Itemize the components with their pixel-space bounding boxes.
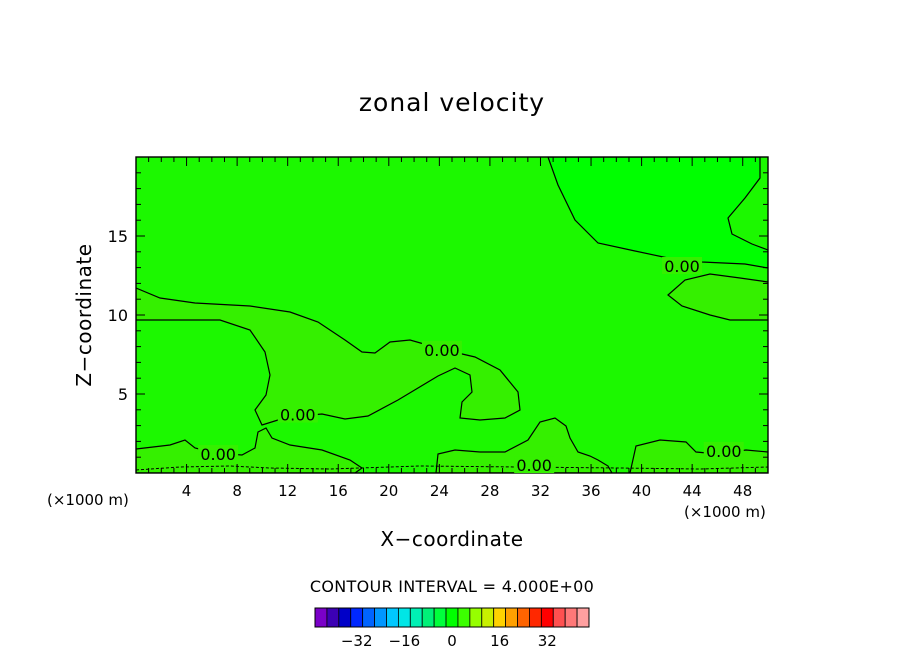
region-lower-middle (435, 417, 613, 473)
colorbar-swatch (421, 607, 435, 628)
colorbar-swatch (326, 607, 340, 628)
x-tick-label: 12 (278, 482, 297, 500)
colorbar-swatch (338, 607, 352, 628)
colorbar-tick-label: 32 (538, 632, 557, 650)
plot-area (136, 157, 768, 473)
contour-label-bg (421, 340, 462, 358)
colorbar-tick-label: 16 (490, 632, 509, 650)
colorbar-tick-label: 0 (447, 632, 457, 650)
x-tick-label: 48 (733, 482, 752, 500)
colorbar-swatch (314, 607, 328, 628)
colorbar-swatch (481, 607, 495, 628)
colorbar: −32 −16 0 16 32 (314, 607, 590, 650)
contour-label: 0.00 (664, 257, 700, 276)
contour-label: 0.00 (706, 442, 742, 461)
region-upper-right (547, 157, 768, 269)
x-tick-label: 28 (480, 482, 499, 500)
x-unit-label-right: (×1000 m) (684, 503, 766, 521)
colorbar-swatch (576, 607, 590, 628)
x-axis-label: X−coordinate (380, 527, 524, 551)
contour-label-bg (514, 456, 555, 474)
contour-label: 0.00 (516, 456, 552, 475)
colorbar-swatch (564, 607, 578, 628)
region-lower-left (136, 427, 364, 473)
colorbar-swatch (469, 607, 483, 628)
x-tick-label: 44 (683, 482, 702, 500)
contour-label-bg (198, 445, 239, 463)
colorbar-tick-label: −16 (389, 632, 421, 650)
colorbar-swatch (445, 607, 459, 628)
x-tick-label: 16 (329, 482, 348, 500)
contour-label: 0.00 (424, 341, 460, 360)
colorbar-swatch (433, 607, 447, 628)
x-unit-label-left: (×1000 m) (47, 491, 129, 509)
colorbar-swatch (529, 607, 542, 628)
colorbar-swatch (457, 607, 471, 628)
contour-label-bg (703, 441, 744, 459)
colorbar-swatch (397, 607, 411, 628)
x-tick-label: 36 (581, 482, 600, 500)
colorbar-frame (314, 607, 590, 628)
colorbar-swatch (505, 607, 518, 628)
x-tick-label: 24 (430, 482, 449, 500)
contour-label: 0.00 (200, 445, 236, 464)
colorbar-tick-label: −32 (341, 632, 373, 650)
y-tick-label: 5 (118, 385, 128, 404)
y-tick-label: 10 (108, 306, 128, 325)
chart-title: zonal velocity (358, 88, 546, 117)
colorbar-swatch (552, 607, 566, 628)
y-axis-label: Z−coordinate (72, 243, 96, 387)
region-right-lobe (667, 273, 768, 321)
x-tick-label: 8 (232, 482, 242, 500)
x-tick-label: 40 (632, 482, 651, 500)
contour-labels: 0.00 0.00 0.00 0.00 0.00 0.00 (198, 257, 744, 475)
contour-label-bg (662, 257, 703, 275)
contour-label: 0.00 (280, 406, 316, 425)
x-tick-label: 20 (379, 482, 398, 500)
colorbar-swatch (362, 607, 375, 628)
colorbar-swatch (540, 607, 554, 628)
x-tick-label: 4 (182, 482, 192, 500)
colorbar-swatch (374, 607, 387, 628)
y-tick-label: 15 (108, 227, 128, 246)
colorbar-swatch (517, 607, 530, 628)
region-central-plume (136, 287, 521, 426)
colorbar-swatch (350, 607, 364, 628)
colorbar-swatch (493, 607, 507, 628)
colorbar-swatch (386, 607, 399, 628)
contour-layer (136, 157, 768, 473)
colorbar-swatch (409, 607, 423, 628)
contour-interval-text: CONTOUR INTERVAL = 4.000E+00 (309, 577, 595, 596)
x-tick-label: 32 (531, 482, 550, 500)
contour-label-bg (277, 405, 318, 423)
